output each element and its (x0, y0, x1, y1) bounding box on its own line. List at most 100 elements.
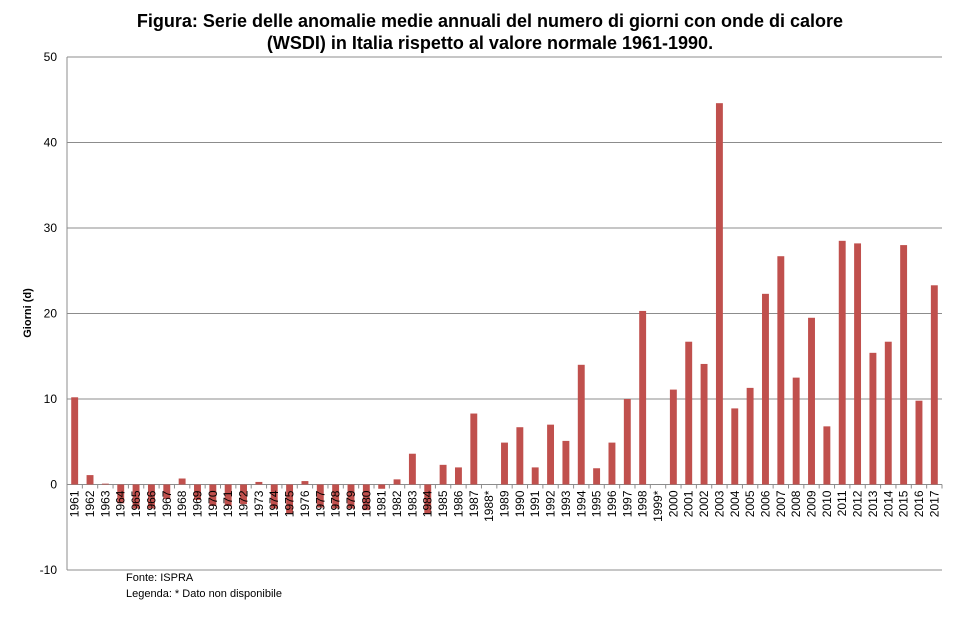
bar (301, 481, 309, 485)
x-tick-label: 1978 (329, 490, 343, 517)
bar (838, 240, 846, 485)
bar (808, 317, 815, 485)
x-tick-label: 1966 (144, 490, 158, 517)
bar (501, 442, 508, 485)
x-tick-label: 2005 (743, 490, 757, 517)
bar (516, 427, 524, 485)
bar (454, 467, 462, 485)
bar (240, 484, 247, 505)
x-tick-label: 1996 (605, 490, 619, 517)
bar (470, 413, 478, 485)
bar (378, 484, 386, 489)
x-tick-label: 1972 (237, 490, 251, 517)
x-tick-label: 1982 (390, 490, 404, 517)
bar (163, 484, 171, 500)
y-tick-labels: -10 0 10 20 30 40 50 (40, 50, 58, 577)
x-tick-label: 2010 (820, 490, 834, 517)
bar (869, 352, 877, 485)
bar (132, 484, 140, 509)
bar (731, 408, 739, 485)
bars (71, 103, 938, 514)
bar (347, 484, 355, 509)
x-tick-label: 1985 (436, 490, 450, 517)
x-tick-label: 1963 (98, 490, 112, 517)
bar (777, 256, 785, 485)
x-tick-label: 1971 (221, 490, 235, 517)
x-tick-label: 1992 (544, 490, 558, 517)
bar (270, 484, 278, 509)
x-tick-label: 2007 (774, 490, 788, 517)
x-tick-label: 1970 (206, 490, 220, 517)
bar (209, 484, 217, 506)
source-note: Fonte: ISPRA (126, 572, 194, 584)
x-tick-label: 1969 (190, 490, 204, 517)
y-tick-label: 0 (50, 478, 57, 492)
y-tick-label: -10 (40, 563, 58, 577)
x-tick-label: 1983 (405, 490, 419, 517)
x-tick-label: 1965 (129, 490, 143, 517)
bar (393, 479, 401, 485)
x-tick-label: 2016 (912, 490, 926, 517)
bar (623, 399, 631, 485)
x-tick-label: 1999* (651, 490, 665, 522)
chart-title-line-1: Figura: Serie delle anomalie medie annua… (136, 11, 844, 31)
x-tick-label: 1980 (359, 490, 373, 517)
chart-title: Figura: Serie delle anomalie medie annua… (0, 10, 980, 54)
x-tick-label: 2012 (851, 490, 865, 517)
bar (71, 397, 79, 485)
x-tick-label: 2014 (881, 490, 895, 517)
x-tick-label: 1998 (636, 490, 650, 517)
x-tick-label: 2001 (682, 490, 696, 517)
x-tick-label: 2006 (758, 490, 772, 517)
bar (147, 484, 155, 509)
x-tick-label: 2017 (927, 490, 941, 517)
bar (792, 377, 800, 485)
x-tick-label: 1991 (528, 490, 542, 517)
chart-notes: Fonte: ISPRA Legenda: * Dato non disponi… (126, 570, 282, 602)
y-tick-label: 30 (44, 221, 58, 235)
x-tick-label: 1993 (559, 490, 573, 517)
bar (194, 484, 201, 500)
bar (593, 468, 601, 485)
x-tick-label: 1961 (68, 490, 82, 517)
bar (101, 483, 109, 485)
bar (823, 426, 831, 485)
x-tick-label: 1989 (498, 490, 512, 517)
bar (286, 484, 294, 514)
bar (746, 387, 754, 485)
x-tick-label: 2008 (789, 490, 803, 517)
bar (700, 363, 708, 485)
bar (224, 484, 232, 506)
x-tick-label: 1975 (283, 490, 297, 517)
bar (715, 103, 723, 485)
x-tick-label: 1968 (175, 490, 189, 517)
x-tick-label: 2011 (835, 490, 849, 516)
x-tick-label: 1997 (620, 490, 634, 517)
bar (562, 440, 570, 485)
x-tick-labels: 1961 1962 1963 1964 1965 1966 1967 1968 1969 1970… (68, 490, 942, 522)
x-tick-label: 1967 (160, 490, 174, 517)
bar (424, 484, 432, 514)
bar (639, 310, 647, 485)
x-tick-label: 1988* (482, 490, 496, 522)
bar (86, 475, 94, 485)
bar (316, 484, 324, 508)
bar (531, 467, 539, 485)
x-tick-label: 2004 (728, 490, 742, 517)
bar (608, 442, 616, 485)
x-tick-label: 1995 (590, 490, 604, 517)
x-tick-label: 2013 (866, 490, 880, 517)
y-tick-label: 40 (44, 136, 58, 150)
y-tick-label: 50 (44, 50, 58, 64)
chart-title-line-2: (WSDI) in Italia rispetto al valore norm… (266, 33, 714, 53)
bar (117, 484, 125, 504)
x-tick-label: 1964 (114, 490, 128, 517)
bar (577, 364, 585, 485)
x-tick-label: 1979 (344, 490, 358, 517)
bar (362, 484, 370, 511)
y-tick-label: 10 (44, 392, 58, 406)
x-tick-label: 2000 (666, 490, 680, 517)
x-tick-label: 1987 (467, 490, 481, 517)
legend-note: Legenda: * Dato non disponibile (126, 588, 282, 600)
x-tick-label: 2002 (697, 490, 711, 517)
